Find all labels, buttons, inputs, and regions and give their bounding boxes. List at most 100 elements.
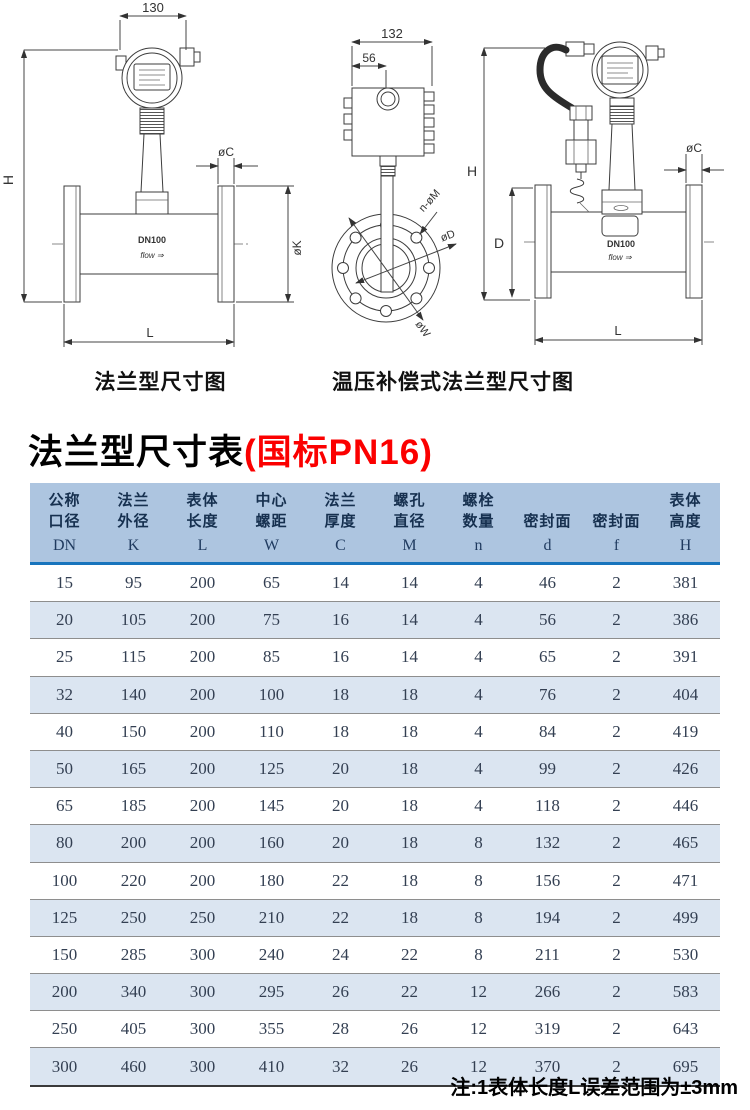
cell-M-dn200: 22	[375, 973, 444, 1011]
cell-M-dn25: 14	[375, 638, 444, 677]
cell-C-dn50: 20	[306, 749, 375, 788]
table-row-dn-125: 125 250 250 210 22 18 8 194 2 499	[30, 898, 720, 937]
dim-label-length: L	[146, 325, 153, 340]
cell-H-dn300: 695	[651, 1047, 720, 1087]
cell-d-dn50: 99	[513, 749, 582, 788]
cell-W-dn300: 410	[237, 1047, 306, 1087]
cell-d-dn20: 56	[513, 601, 582, 639]
cell-H-dn65: 446	[651, 787, 720, 825]
technical-drawings-figure: DN100 flow ⇒ 130 H øC øK	[0, 0, 724, 347]
cell-d-dn300: 370	[513, 1047, 582, 1087]
left-flange	[534, 184, 552, 299]
table-body: 15 95 200 65 14 14 4 46 2 381 20 105 200 75 16 14 4 56 2 38…	[30, 563, 720, 1087]
cell-C-dn125: 22	[306, 898, 375, 937]
cell-f-dn80: 2	[582, 824, 651, 862]
column-header-n: 螺栓 数量 n	[444, 483, 513, 565]
cell-d-dn100: 156	[513, 861, 582, 900]
dim-label-bore: øD	[439, 228, 457, 244]
cell-K-dn15: 95	[99, 563, 168, 602]
cell-DN-dn80: 80	[30, 824, 99, 862]
table-row-dn-15: 15 95 200 65 14 14 4 46 2 381	[30, 563, 720, 602]
caption-tp-compensated: 温压补偿式法兰型尺寸图	[332, 371, 574, 394]
sensor-stem	[608, 123, 636, 191]
column-header-K: 法兰 外径 K	[99, 483, 168, 565]
table-note: 注:1表体长度L误差范围为±3mm	[450, 1077, 738, 1099]
cell-d-dn250: 319	[513, 1010, 582, 1048]
cell-W-dn125: 210	[237, 898, 306, 937]
cell-H-dn32: 404	[651, 675, 720, 714]
dim-label-height: H	[0, 175, 16, 185]
cell-H-dn150: 530	[651, 935, 720, 974]
cell-f-dn25: 2	[582, 638, 651, 677]
cell-K-dn25: 115	[99, 638, 168, 677]
right-flange	[217, 185, 235, 303]
cell-L-dn300: 300	[168, 1047, 237, 1087]
cell-W-dn100: 180	[237, 861, 306, 900]
body-size-label: DN100	[138, 235, 166, 245]
cell-DN-dn40: 40	[30, 712, 99, 751]
cell-n-dn25: 4	[444, 638, 513, 677]
cell-n-dn300: 12	[444, 1047, 513, 1087]
cell-L-dn40: 200	[168, 712, 237, 751]
cell-DN-dn65: 65	[30, 787, 99, 825]
cell-n-dn32: 4	[444, 675, 513, 714]
cell-C-dn200: 26	[306, 973, 375, 1011]
cell-H-dn20: 386	[651, 601, 720, 639]
dim-label-flange-thickness: øC	[686, 141, 702, 155]
cell-DN-dn200: 200	[30, 973, 99, 1011]
cell-H-dn40: 419	[651, 712, 720, 751]
table-row-dn-80: 80 200 200 160 20 18 8 132 2 465	[30, 824, 720, 862]
cell-W-dn65: 145	[237, 787, 306, 825]
cell-f-dn50: 2	[582, 749, 651, 788]
cell-W-dn25: 85	[237, 638, 306, 677]
dim-label-length: L	[614, 323, 621, 338]
cell-f-dn125: 2	[582, 898, 651, 937]
cell-L-dn32: 200	[168, 675, 237, 714]
cell-K-dn250: 405	[99, 1010, 168, 1048]
cell-L-dn50: 200	[168, 749, 237, 788]
cell-C-dn32: 18	[306, 675, 375, 714]
cell-L-dn80: 200	[168, 824, 237, 862]
cell-W-dn80: 160	[237, 824, 306, 862]
cell-L-dn150: 300	[168, 935, 237, 974]
cell-f-dn65: 2	[582, 787, 651, 825]
cell-DN-dn32: 32	[30, 675, 99, 714]
cell-n-dn15: 4	[444, 563, 513, 602]
cell-f-dn200: 2	[582, 973, 651, 1011]
cell-K-dn65: 185	[99, 787, 168, 825]
label-mask	[133, 234, 171, 245]
cell-DN-dn20: 20	[30, 601, 99, 639]
cell-W-dn50: 125	[237, 749, 306, 788]
cell-f-dn40: 2	[582, 712, 651, 751]
cell-K-dn100: 220	[99, 861, 168, 900]
cell-L-dn65: 200	[168, 787, 237, 825]
cell-K-dn80: 200	[99, 824, 168, 862]
cell-M-dn100: 18	[375, 861, 444, 900]
cell-DN-dn15: 15	[30, 563, 99, 602]
table-header: 公称 口径 DN 法兰 外径 K 表体 长度 L 中心 螺距 W 法兰 厚度 C 螺孔 直径 M 螺栓 数量 n 密封面…	[30, 483, 720, 565]
cell-M-dn20: 14	[375, 601, 444, 639]
cell-f-dn100: 2	[582, 861, 651, 900]
dim-label-flange-thickness: øC	[218, 145, 234, 159]
cell-M-dn32: 18	[375, 675, 444, 714]
column-header-L: 表体 长度 L	[168, 483, 237, 565]
cell-C-dn65: 20	[306, 787, 375, 825]
column-header-C: 法兰 厚度 C	[306, 483, 375, 565]
cell-d-dn150: 211	[513, 935, 582, 974]
cell-W-dn250: 355	[237, 1010, 306, 1048]
cell-DN-dn150: 150	[30, 935, 99, 974]
cell-H-dn125: 499	[651, 898, 720, 937]
cell-W-dn200: 295	[237, 973, 306, 1011]
cell-H-dn200: 583	[651, 973, 720, 1011]
table-row-dn-20: 20 105 200 75 16 14 4 56 2 386	[30, 601, 720, 639]
cell-H-dn100: 471	[651, 861, 720, 900]
stem-front	[380, 175, 394, 293]
cell-DN-dn50: 50	[30, 749, 99, 788]
cell-K-dn300: 460	[99, 1047, 168, 1087]
column-header-H: 表体 高度 H	[651, 483, 720, 565]
cell-C-dn300: 32	[306, 1047, 375, 1087]
table-row-dn-65: 65 185 200 145 20 18 4 118 2 446	[30, 787, 720, 825]
cell-K-dn32: 140	[99, 675, 168, 714]
cell-d-dn200: 266	[513, 973, 582, 1011]
cell-C-dn20: 16	[306, 601, 375, 639]
